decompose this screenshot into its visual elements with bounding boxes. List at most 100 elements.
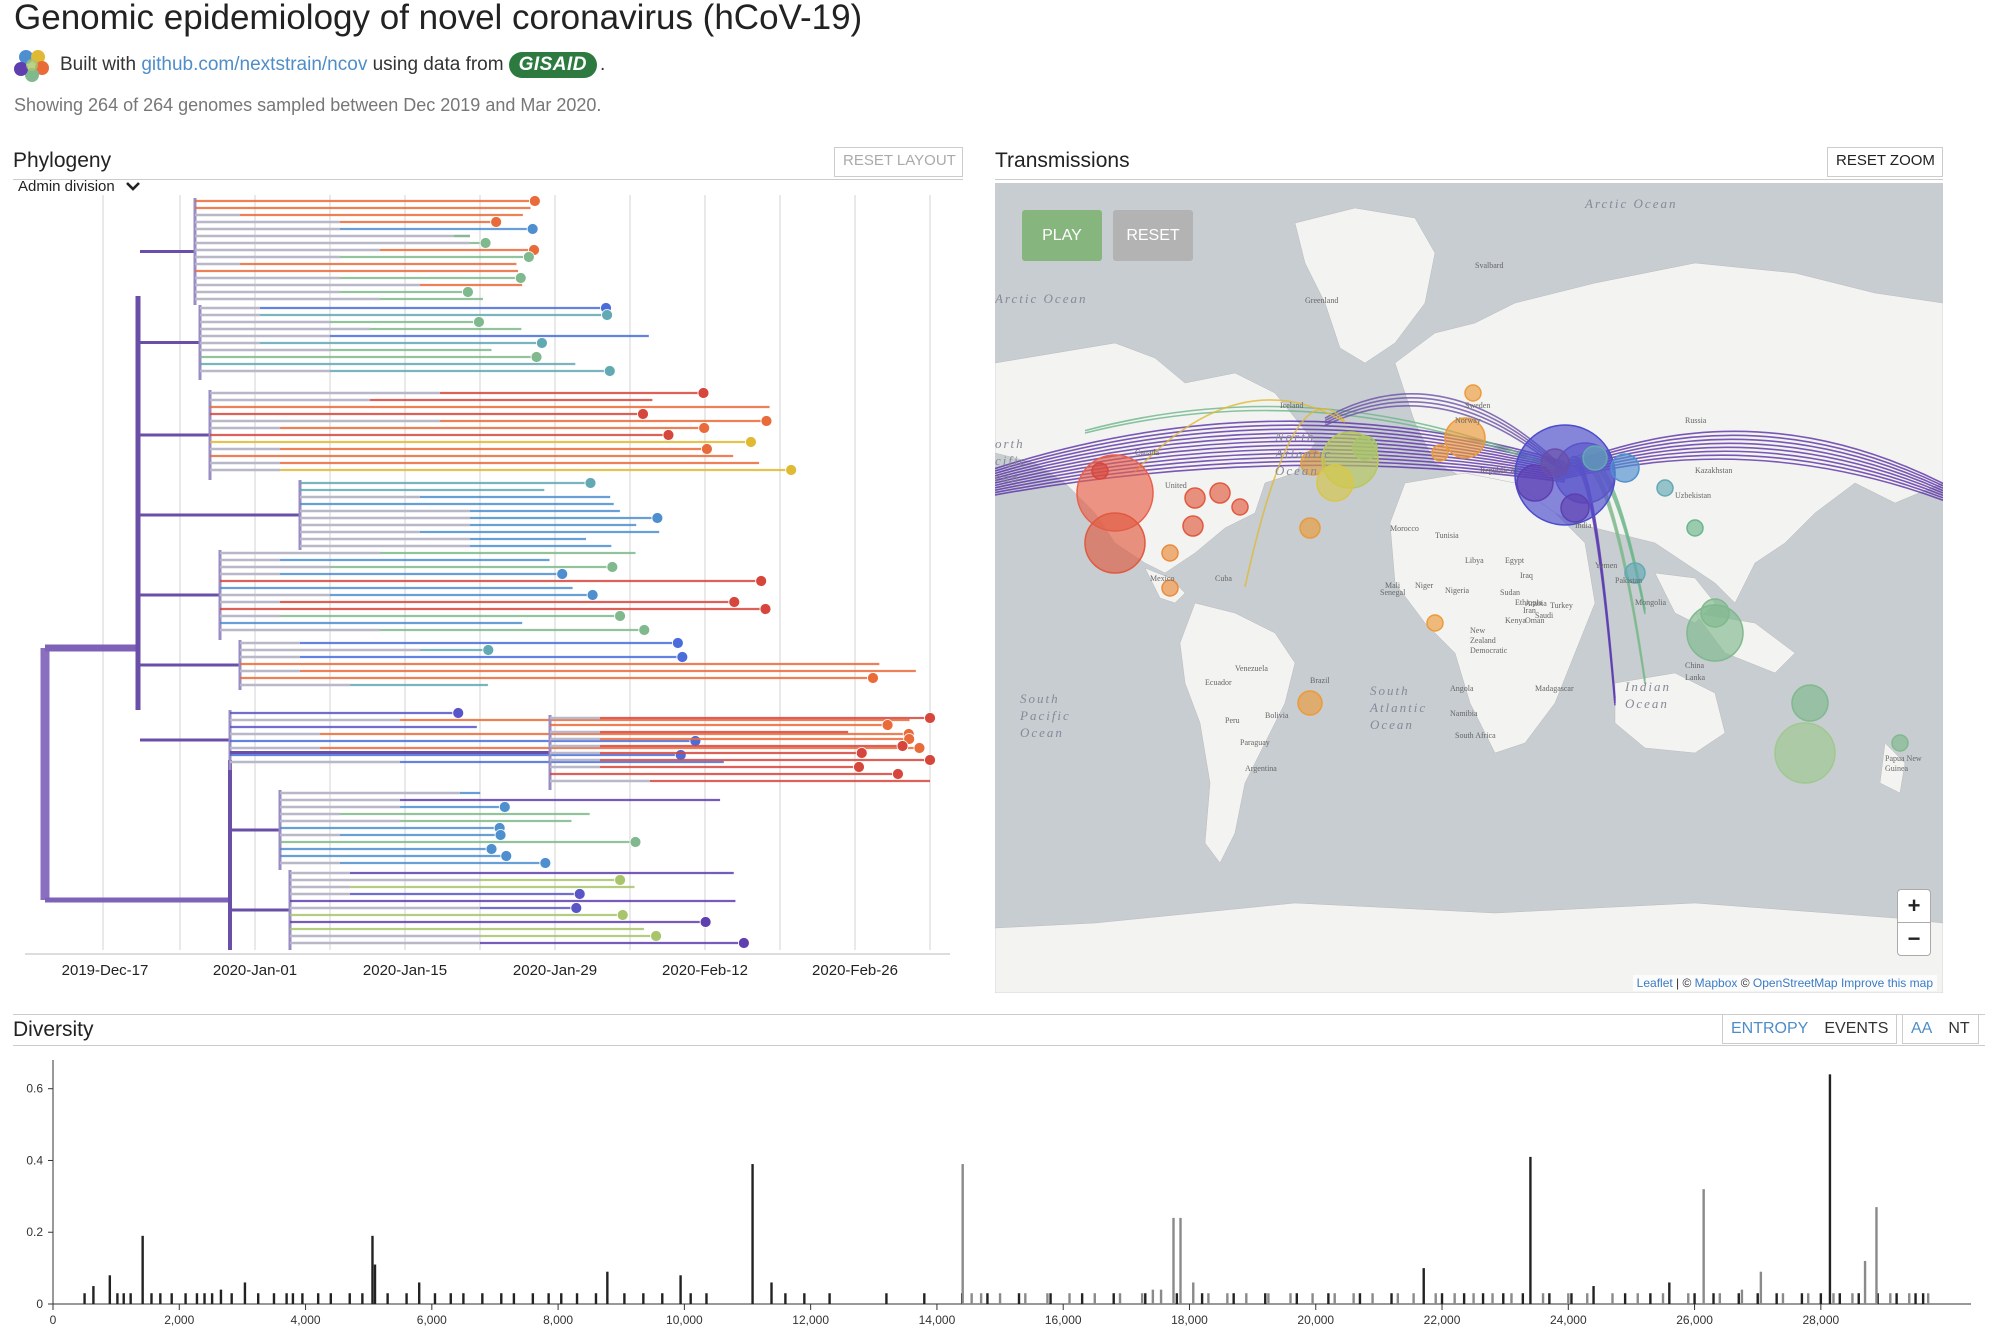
entropy-bar [256,1293,260,1304]
nt-option[interactable]: NT [1948,1020,1970,1037]
entropy-bar [1921,1293,1925,1304]
x-tick-label: 10,000 [666,1313,703,1327]
entropy-bar [1567,1293,1570,1304]
color-by-dropdown[interactable]: Admin division [18,178,141,195]
entropy-bar [141,1235,144,1304]
entropy-bar [1693,1293,1696,1304]
transmission-line [995,444,1566,484]
map-label: New [1470,626,1485,635]
tip-node [498,801,511,813]
entropy-bar [481,1293,484,1304]
x-tick-label: 12,000 [792,1313,829,1327]
gisaid-logo[interactable]: GISAID [508,52,598,78]
date-tick-label: 2020-Feb-12 [662,962,748,979]
entropy-bar [1502,1293,1505,1304]
aa-option[interactable]: AA [1911,1020,1933,1037]
entropy-bar [1024,1293,1027,1304]
tip-node [601,309,613,321]
tip-node [689,735,702,747]
map-label: Iran [1523,606,1536,615]
reset-zoom-button[interactable]: RESET ZOOM [1827,147,1943,177]
map-label: Morocco [1390,524,1419,533]
entropy-bar [998,1293,1002,1304]
entropy-bar [1396,1293,1400,1304]
tip-node [473,316,485,328]
entropy-bar [1352,1293,1355,1304]
map-reset-button[interactable]: RESET [1113,210,1193,261]
entropy-bar [386,1293,389,1304]
y-tick-label: 0.6 [26,1082,43,1096]
map-label: Arabia [1525,599,1547,608]
entropy-bar [405,1293,408,1304]
entropy-bar [500,1293,503,1304]
diversity-header-divider [13,1045,1985,1046]
tip-node [462,286,474,298]
repo-link[interactable]: github.com/nextstrain/ncov [141,54,368,75]
map-label: South Africa [1455,731,1496,740]
map-label: Paraguay [1240,738,1270,747]
entropy-bar [1358,1293,1362,1304]
map-label: Arctic Ocean [995,291,1087,306]
entropy-bar [1914,1293,1917,1304]
transmissions-divider [995,179,1943,180]
period-text: . [600,54,606,75]
entropy-bar [1179,1217,1182,1304]
entropy-bar [1200,1293,1204,1304]
map-label: Madagascar [1535,684,1574,693]
entropy-bar [291,1293,295,1304]
events-option[interactable]: EVENTS [1824,1020,1889,1037]
entropy-bar [1311,1293,1314,1304]
aa-nt-toggle[interactable]: AA NT [1902,1014,1979,1044]
map-label: Niger [1415,581,1434,590]
transmission-line [995,432,1566,477]
map-label: Zealand [1470,636,1496,645]
entropy-bar [1668,1282,1671,1304]
leaflet-link[interactable]: Leaflet [1636,976,1673,990]
using-data-text: using data from [372,54,504,75]
zoom-out-button[interactable]: − [1897,922,1931,956]
tip-node [892,768,904,780]
reset-layout-button[interactable]: RESET LAYOUT [834,147,963,177]
entropy-bar [803,1293,806,1304]
entropy-bar [1267,1293,1270,1304]
entropy-bar [1068,1293,1071,1304]
y-tick-label: 0.2 [26,1225,43,1239]
world-map[interactable]: Arctic Ocean Arctic Ocean North Atlantic Oce… [995,183,1943,993]
entropy-bar [1491,1293,1494,1304]
diversity-chart[interactable]: 0 0.2 0.4 0.6 0 2,000 4,000 6,000 8,000 10,000 12,… [0,1050,1999,1333]
transmissions-map[interactable]: Arctic Ocean Arctic Ocean North Atlantic Oce… [995,183,1943,993]
entropy-events-toggle[interactable]: ENTROPY EVENTS [1722,1014,1898,1044]
tip-node [556,568,569,580]
entropy-bar [373,1264,377,1304]
entropy-bar [1232,1293,1235,1304]
x-tick-label: 24,000 [1550,1313,1587,1327]
entropy-bar [1740,1289,1744,1304]
osm-link[interactable]: OpenStreetMap [1752,976,1838,990]
map-label: Atlantic [1274,446,1332,461]
entropy-bar [1333,1293,1336,1304]
y-tick-label: 0 [36,1297,43,1311]
location-bubble [1299,517,1321,539]
location-bubble [1161,579,1179,597]
map-label: South [1020,691,1060,706]
entropy-bar [1412,1293,1415,1304]
phylogeny-tree[interactable] [0,190,975,990]
tip-node [603,365,616,377]
entropy-bar [531,1293,535,1304]
play-button[interactable]: PLAY [1022,210,1102,261]
entropy-bar [1192,1282,1195,1304]
location-bubble [1560,493,1590,523]
entropy-option[interactable]: ENTROPY [1731,1020,1809,1037]
location-bubble [1656,479,1674,497]
location-bubble [1182,515,1204,537]
diversity-title: Diversity [13,1018,94,1041]
x-tick-label: 14,000 [919,1313,956,1327]
zoom-in-button[interactable]: + [1897,889,1931,923]
entropy-bar [243,1282,247,1304]
improve-map-link[interactable]: Improve this map [1840,976,1933,990]
map-label: ean [995,470,1020,485]
entropy-bar [1623,1293,1627,1304]
entropy-bar [462,1293,465,1304]
entropy-bar [1245,1293,1248,1304]
mapbox-link[interactable]: Mapbox [1694,976,1738,990]
